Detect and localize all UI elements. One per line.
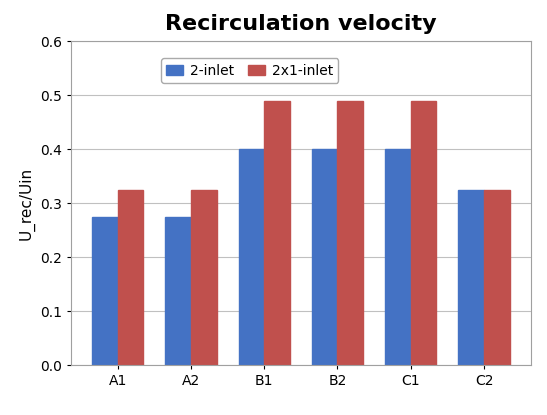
Bar: [238, 149, 264, 365]
Bar: [458, 190, 484, 365]
Bar: [118, 190, 143, 365]
Title: Recirculation velocity: Recirculation velocity: [165, 15, 437, 34]
Bar: [191, 190, 217, 365]
Bar: [312, 149, 337, 365]
Bar: [92, 217, 118, 365]
Bar: [337, 101, 363, 365]
Bar: [411, 101, 437, 365]
Bar: [484, 190, 510, 365]
Y-axis label: U_rec/Uin: U_rec/Uin: [18, 167, 34, 240]
Bar: [165, 217, 191, 365]
Bar: [385, 149, 411, 365]
Legend: 2-inlet, 2x1-inlet: 2-inlet, 2x1-inlet: [161, 58, 339, 83]
Bar: [264, 101, 290, 365]
